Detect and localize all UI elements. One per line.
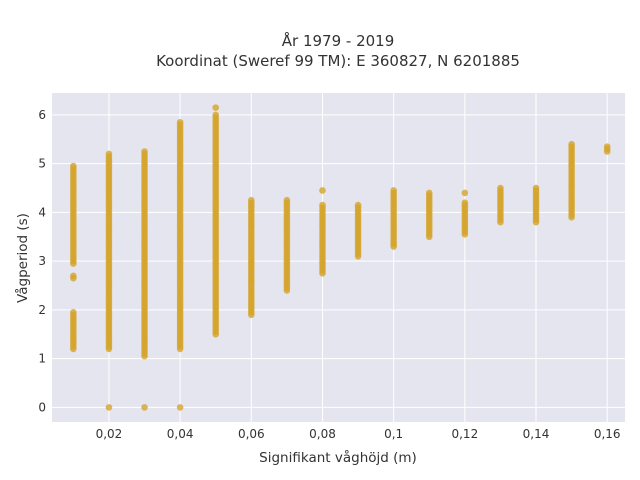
y-axis-label: Vågperiod (s): [14, 213, 31, 303]
data-points: [70, 104, 611, 411]
data-point: [354, 201, 362, 209]
data-point: [283, 196, 291, 204]
y-tick-label: 5: [38, 157, 46, 171]
data-point: [497, 184, 504, 192]
data-point: [176, 404, 184, 411]
y-tick-label: 4: [38, 205, 46, 219]
x-axis-label: Signifikant våghöjd (m): [259, 449, 417, 466]
data-point: [212, 104, 220, 111]
data-point: [390, 187, 397, 194]
x-tick-label: 0,14: [523, 427, 550, 441]
y-tick-label: 1: [38, 352, 46, 366]
x-tick-label: 0,16: [594, 427, 621, 441]
data-point: [70, 309, 77, 316]
data-point: [70, 272, 77, 280]
x-tick-label: 0,02: [96, 427, 123, 441]
chart-title-line1: År 1979 - 2019: [282, 31, 395, 50]
x-tick-label: 0,06: [238, 427, 265, 441]
chart-title-line2: Koordinat (Sweref 99 TM): E 360827, N 62…: [156, 52, 520, 70]
data-point: [70, 162, 77, 170]
plot-area: [52, 93, 625, 422]
y-tick-label: 6: [38, 108, 46, 122]
x-tick-label: 0,12: [451, 427, 478, 441]
data-point: [105, 150, 113, 158]
data-point: [568, 140, 575, 148]
data-point: [141, 404, 148, 411]
data-point: [461, 199, 469, 206]
data-point: [212, 111, 220, 119]
data-point: [603, 143, 611, 150]
x-tick-label: 0,08: [309, 427, 336, 441]
data-point: [105, 404, 113, 411]
data-point: [425, 189, 433, 197]
x-tick-label: 0,04: [167, 427, 194, 441]
x-tick-label: 0,1: [384, 427, 403, 441]
y-tick-label: 0: [38, 400, 46, 414]
data-point: [248, 196, 255, 204]
data-point: [319, 187, 326, 194]
y-tick-label: 2: [38, 303, 46, 317]
y-tick-label: 3: [38, 254, 46, 268]
data-point: [141, 148, 148, 155]
data-point: [176, 118, 184, 126]
data-point: [532, 184, 540, 192]
y-tick-labels: 0 1 2 3 4 5 6: [38, 108, 46, 414]
data-point: [319, 201, 326, 209]
x-tick-labels: 0,02 0,04 0,06 0,08 0,1 0,12 0,14 0,16: [96, 427, 621, 441]
data-point: [461, 189, 469, 197]
